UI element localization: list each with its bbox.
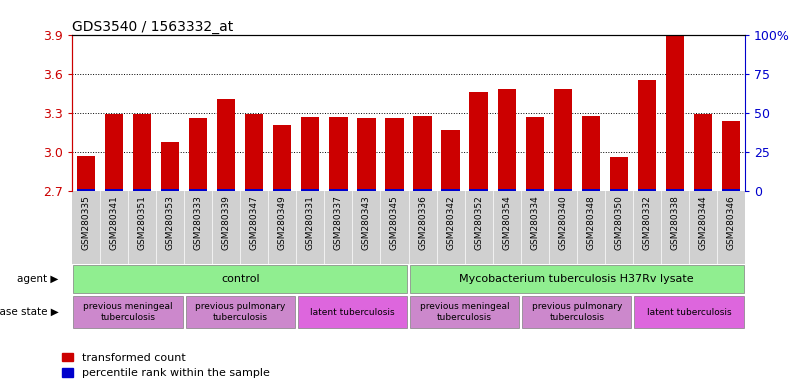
Bar [413, 189, 432, 192]
Text: GSM280349: GSM280349 [278, 195, 287, 250]
Text: previous meningeal
tuberculosis: previous meningeal tuberculosis [83, 303, 173, 322]
Text: GSM280352: GSM280352 [474, 195, 483, 250]
Text: GDS3540 / 1563332_at: GDS3540 / 1563332_at [72, 20, 233, 33]
Text: GSM280344: GSM280344 [698, 195, 707, 250]
Text: agent ▶: agent ▶ [18, 274, 58, 284]
Bar [189, 189, 207, 192]
Text: GSM280342: GSM280342 [446, 195, 455, 250]
Bar [329, 117, 348, 192]
Bar [694, 114, 712, 192]
Bar [638, 80, 656, 192]
Text: previous pulmonary
tuberculosis: previous pulmonary tuberculosis [532, 303, 622, 322]
Bar [133, 114, 151, 192]
Bar [638, 189, 656, 192]
Text: GSM280341: GSM280341 [110, 195, 119, 250]
Bar [77, 189, 95, 192]
Text: previous meningeal
tuberculosis: previous meningeal tuberculosis [420, 303, 509, 322]
Bar [634, 296, 743, 328]
Bar [217, 99, 235, 192]
Text: GSM280348: GSM280348 [586, 195, 595, 250]
Text: GSM280334: GSM280334 [530, 195, 539, 250]
Bar [301, 117, 320, 192]
Bar [301, 189, 320, 192]
Bar [666, 36, 684, 192]
Bar [610, 189, 628, 192]
Bar [666, 189, 684, 192]
Bar [298, 296, 407, 328]
Bar [385, 189, 404, 192]
Bar [582, 189, 600, 192]
Bar [105, 189, 123, 192]
Bar [469, 189, 488, 192]
Bar [410, 296, 519, 328]
Bar [385, 118, 404, 192]
Bar [694, 189, 712, 192]
Legend: transformed count, percentile rank within the sample: transformed count, percentile rank withi… [62, 353, 269, 379]
Bar [217, 189, 235, 192]
Bar [357, 189, 376, 192]
Text: GSM280338: GSM280338 [670, 195, 679, 250]
Text: Mycobacterium tuberculosis H37Rv lysate: Mycobacterium tuberculosis H37Rv lysate [460, 274, 694, 284]
Text: GSM280345: GSM280345 [390, 195, 399, 250]
Bar [553, 189, 572, 192]
Text: GSM280335: GSM280335 [82, 195, 91, 250]
Bar [357, 118, 376, 192]
Bar [77, 156, 95, 192]
Bar [410, 265, 743, 293]
Text: GSM280340: GSM280340 [558, 195, 567, 250]
Bar [245, 189, 264, 192]
Text: GSM280351: GSM280351 [138, 195, 147, 250]
Text: GSM280347: GSM280347 [250, 195, 259, 250]
Bar [133, 189, 151, 192]
Text: GSM280337: GSM280337 [334, 195, 343, 250]
Bar [441, 189, 460, 192]
Text: GSM280336: GSM280336 [418, 195, 427, 250]
Bar [161, 142, 179, 192]
Text: GSM280353: GSM280353 [166, 195, 175, 250]
Bar [441, 130, 460, 192]
Bar [469, 92, 488, 192]
Bar [161, 189, 179, 192]
Text: GSM280331: GSM280331 [306, 195, 315, 250]
Bar [186, 296, 295, 328]
Bar [105, 114, 123, 192]
Bar [525, 117, 544, 192]
Bar [329, 189, 348, 192]
Text: GSM280343: GSM280343 [362, 195, 371, 250]
Bar [273, 125, 292, 192]
Text: GSM280333: GSM280333 [194, 195, 203, 250]
Text: disease state ▶: disease state ▶ [0, 307, 58, 317]
Text: GSM280332: GSM280332 [642, 195, 651, 250]
Text: previous pulmonary
tuberculosis: previous pulmonary tuberculosis [195, 303, 285, 322]
Bar [722, 121, 740, 192]
Text: GSM280354: GSM280354 [502, 195, 511, 250]
Bar [525, 189, 544, 192]
Bar [497, 89, 516, 192]
Text: latent tuberculosis: latent tuberculosis [310, 308, 395, 317]
Bar [74, 296, 183, 328]
Bar [582, 116, 600, 192]
Bar [74, 265, 407, 293]
Bar [522, 296, 631, 328]
Text: latent tuberculosis: latent tuberculosis [646, 308, 731, 317]
Bar [273, 189, 292, 192]
Bar [413, 116, 432, 192]
Text: GSM280350: GSM280350 [614, 195, 623, 250]
Text: control: control [221, 274, 260, 284]
Bar [189, 118, 207, 192]
Bar [245, 114, 264, 192]
Bar [722, 189, 740, 192]
Bar [610, 157, 628, 192]
Bar [497, 189, 516, 192]
Bar [553, 89, 572, 192]
Text: GSM280346: GSM280346 [727, 195, 735, 250]
Text: GSM280339: GSM280339 [222, 195, 231, 250]
